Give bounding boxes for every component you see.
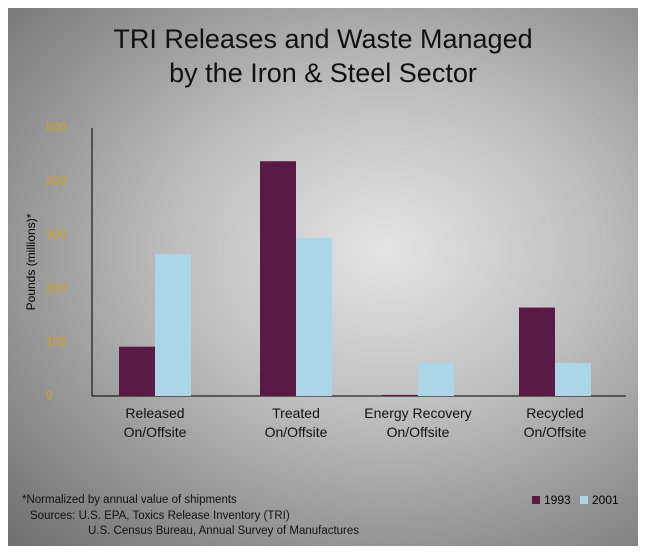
y-axis-label: Pounds (millions)* <box>24 213 38 310</box>
legend-swatch <box>532 496 540 504</box>
y-tick-label: 200 <box>46 281 66 295</box>
bar <box>119 346 155 396</box>
y-tick-label: 500 <box>46 120 66 134</box>
x-tick-label: Treated On/Offsite <box>264 405 328 440</box>
footnote: *Normalized by annual value of shipments <box>22 494 237 506</box>
chart-title: TRI Releases and Waste Managed by the Ir… <box>113 24 533 88</box>
footnote: Sources: U.S. EPA, Toxics Release Invent… <box>30 510 290 522</box>
legend-label: 2001 <box>592 493 619 507</box>
y-tick-label: 300 <box>46 227 66 241</box>
bar <box>260 161 296 396</box>
bar <box>555 362 591 396</box>
legend-swatch <box>580 496 588 504</box>
y-tick-label: 400 <box>46 174 66 188</box>
bar <box>519 307 555 396</box>
y-tick-label: 0 <box>46 388 53 402</box>
bar <box>382 394 418 396</box>
footnote: U.S. Census Bureau, Annual Survey of Man… <box>88 525 360 537</box>
bar <box>418 362 454 396</box>
bar <box>155 253 191 396</box>
x-tick-label: Released On/Offsite <box>123 405 187 440</box>
legend-label: 1993 <box>544 493 571 507</box>
x-tick-label: Energy Recovery On/Offsite <box>364 405 472 440</box>
bar <box>296 237 332 396</box>
x-tick-label: Recycled On/Offsite <box>523 405 587 440</box>
y-tick-label: 100 <box>46 335 66 349</box>
